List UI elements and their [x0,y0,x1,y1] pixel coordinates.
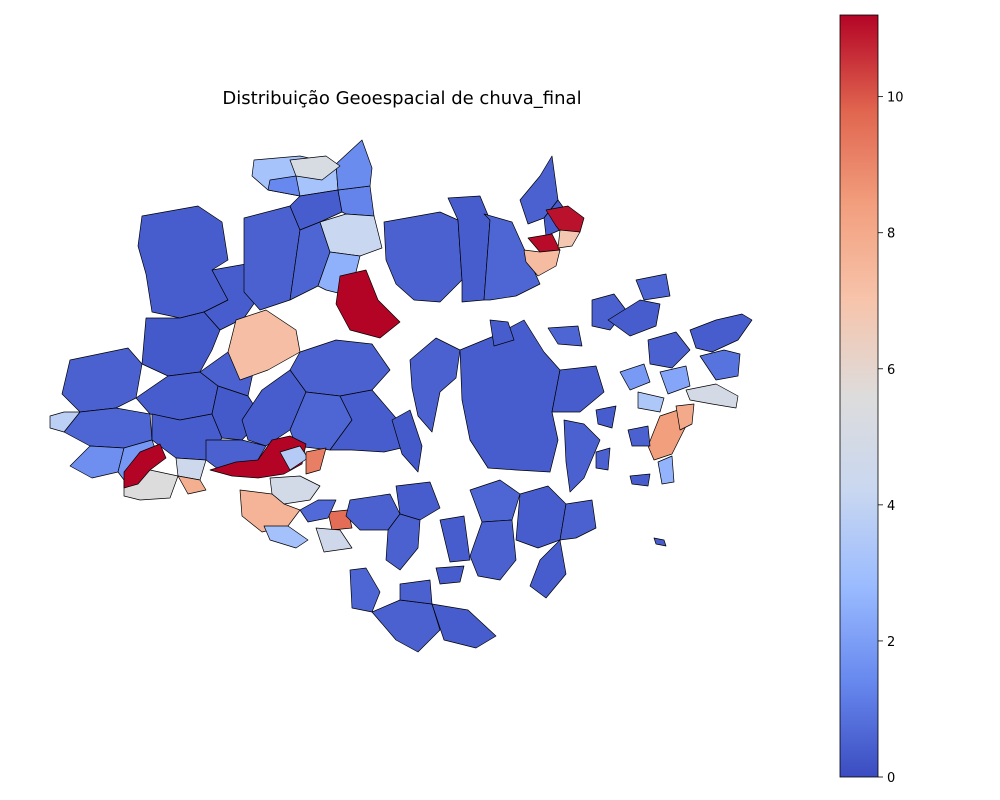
region [551,365,605,413]
region [557,229,581,249]
region [637,391,665,413]
region [689,313,753,353]
colorbar-gradient [839,14,879,778]
region [335,269,401,339]
colorbar-tick-label: 2 [887,635,895,650]
region [239,489,301,533]
region [49,411,81,433]
region [629,473,651,487]
region [489,319,515,347]
region [547,325,583,347]
colorbar-ticks: 0 2 4 6 8 10 [878,91,904,786]
region [647,331,691,369]
region [69,445,125,479]
region [395,481,441,521]
colorbar-tick-label: 0 [887,771,895,786]
region [459,319,561,473]
region [607,299,661,337]
region [685,383,739,409]
region [385,513,421,571]
region [299,499,337,523]
region [595,447,611,471]
colorbar: 0 2 4 6 8 10 [839,14,904,786]
region [335,139,373,191]
region [431,603,497,649]
region [263,525,309,549]
region [383,211,463,303]
region [675,403,695,431]
region [137,205,229,319]
colorbar-tick-label: 6 [887,363,895,378]
region [447,195,491,303]
region [337,185,375,217]
region [315,527,353,553]
colorbar-tick-label: 4 [887,499,895,514]
region [619,363,651,391]
region [349,567,381,613]
colorbar-tick-label: 10 [887,91,904,106]
region [209,435,307,479]
region [469,519,517,581]
region [399,579,433,605]
colorbar-tick-label: 8 [887,227,895,242]
region [595,405,617,429]
region [635,273,671,301]
region [523,249,561,277]
region [267,175,301,197]
region [439,515,471,563]
region [699,349,741,381]
region [241,369,307,447]
region [483,213,541,301]
choropleth-map [49,139,753,653]
region [563,419,601,493]
region [659,365,691,395]
region [289,155,341,181]
region [123,443,167,489]
region [61,347,143,413]
region [657,455,675,485]
region [559,499,597,541]
region [627,425,651,447]
region [141,311,221,377]
region [653,537,667,547]
map-title: Distribuição Geoespacial de chuva_final [222,88,581,109]
region [227,309,301,381]
region [435,565,465,585]
region [529,539,567,599]
region [319,213,383,257]
region [329,389,411,453]
region [409,337,461,433]
region [177,475,207,495]
region [305,447,327,475]
region [391,409,423,473]
region [469,479,521,523]
